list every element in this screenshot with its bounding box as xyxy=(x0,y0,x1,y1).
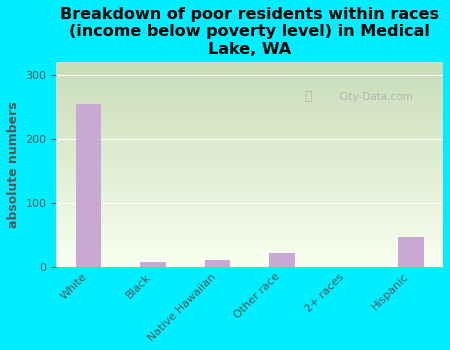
Bar xyxy=(269,253,295,267)
Title: Breakdown of poor residents within races
(income below poverty level) in Medical: Breakdown of poor residents within races… xyxy=(60,7,439,57)
Y-axis label: absolute numbers: absolute numbers xyxy=(7,101,20,228)
Bar xyxy=(398,237,424,267)
Bar xyxy=(140,262,166,267)
Text: City-Data.com: City-Data.com xyxy=(339,92,414,102)
Bar xyxy=(205,260,230,267)
Bar xyxy=(76,104,101,267)
Text: ⦿: ⦿ xyxy=(304,90,311,103)
